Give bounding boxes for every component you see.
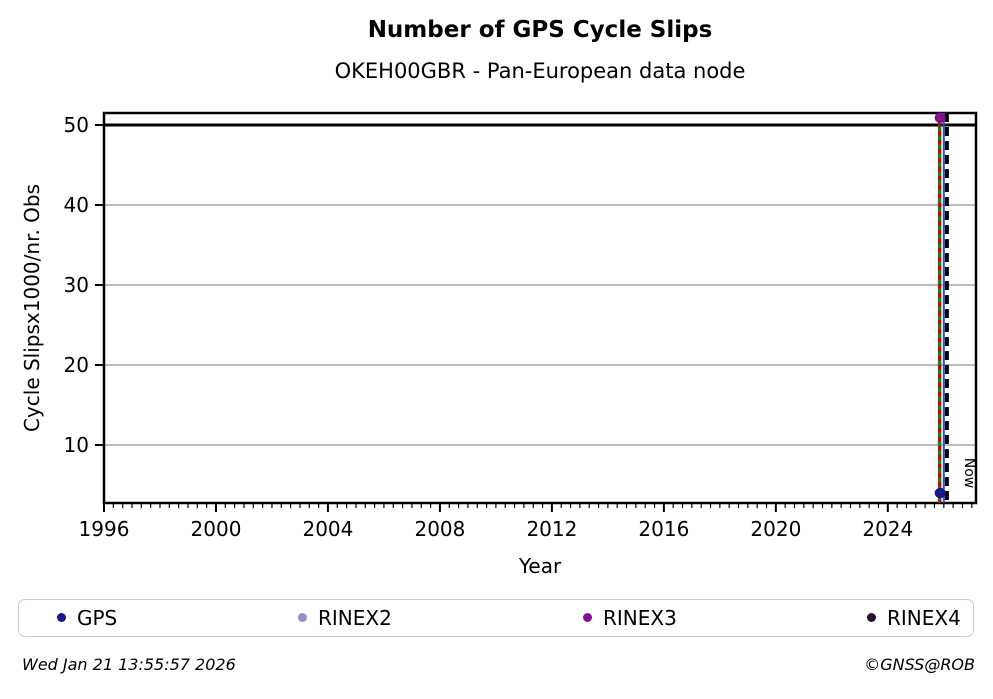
legend-label-rinex4: RINEX4 — [887, 605, 961, 630]
svg-text:30: 30 — [64, 273, 89, 297]
svg-text:Now: Now — [961, 458, 977, 489]
legend-item-gps: GPS — [57, 600, 117, 635]
legend-label-gps: GPS — [77, 605, 118, 630]
gps-marker-icon — [57, 613, 66, 622]
chart-subtitle: OKEH00GBR - Pan-European data node — [334, 59, 746, 83]
legend-label-rinex3: RINEX3 — [603, 605, 677, 630]
x-axis-label: Year — [518, 554, 562, 578]
legend-item-rinex3: RINEX3 — [583, 600, 677, 635]
rinex3-marker-icon — [583, 613, 592, 622]
footer: Wed Jan 21 13:55:57 2026 ©GNSS@ROB — [0, 655, 993, 685]
svg-text:2020: 2020 — [750, 517, 801, 541]
svg-text:2008: 2008 — [414, 517, 465, 541]
svg-text:40: 40 — [64, 193, 89, 217]
svg-text:50: 50 — [64, 113, 89, 137]
timestamp: Wed Jan 21 13:55:57 2026 — [22, 655, 236, 674]
svg-text:2000: 2000 — [191, 517, 242, 541]
svg-text:10: 10 — [64, 433, 89, 457]
rinex4-marker-icon — [867, 613, 876, 622]
legend: GPS RINEX2 RINEX3 RINEX4 — [18, 599, 974, 637]
svg-text:1996: 1996 — [79, 517, 130, 541]
svg-text:2012: 2012 — [526, 517, 577, 541]
legend-label-rinex2: RINEX2 — [318, 605, 392, 630]
chart-title: Number of GPS Cycle Slips — [367, 17, 713, 43]
legend-item-rinex4: RINEX4 — [867, 600, 961, 635]
credit: ©GNSS@ROB — [864, 655, 975, 674]
rinex2-marker-icon — [298, 613, 307, 622]
svg-text:2004: 2004 — [302, 517, 353, 541]
legend-item-rinex2: RINEX2 — [298, 600, 392, 635]
svg-text:2016: 2016 — [638, 517, 689, 541]
svg-text:20: 20 — [64, 353, 89, 377]
svg-text:2024: 2024 — [862, 517, 913, 541]
y-axis-label: Cycle Slipsx1000/nr. Obs — [20, 183, 44, 433]
plot-area: 10 20 30 40 50 1996 2000 2004 2008 2012 2016 2020 20… — [64, 111, 978, 541]
